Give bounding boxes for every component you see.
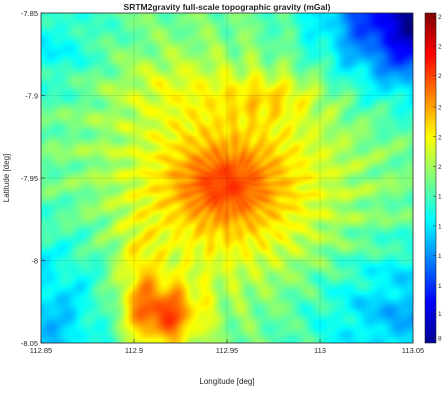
y-tick-label: -7.9 [25, 92, 38, 101]
y-tick-label: -8 [31, 257, 38, 266]
x-tick-label: 113.05 [402, 346, 424, 355]
y-tick-label: -8.05 [21, 339, 38, 348]
colorbar-tick-label: 2 [438, 14, 442, 21]
colorbar-gradient [424, 12, 437, 344]
y-tick-label: -7.85 [21, 9, 38, 18]
y-tick-label: -7.95 [21, 174, 38, 183]
x-axis: 112.85 112.9 112.95 113 113.05 [30, 339, 424, 355]
x-axis-label: Longitude [deg] [199, 377, 254, 386]
colorbar-tick-label: 2 [438, 44, 442, 51]
colorbar-tick-label: 1 [438, 283, 442, 290]
colorbar: 2 2 2 2 2 2 1 1 1 1 1 8 [424, 12, 442, 344]
colorbar-tick-label: 1 [438, 253, 442, 260]
x-tick-label: 112.9 [125, 346, 143, 355]
chart-title: SRTM2gravity full-scale topographic grav… [124, 2, 331, 12]
y-axis: -7.85 -7.9 -7.95 -8 -8.05 [21, 9, 45, 348]
colorbar-tick-label: 2 [438, 164, 442, 171]
colorbar-tick-label: 2 [438, 73, 442, 80]
x-tick-label: 112.95 [216, 346, 238, 355]
colorbar-tick-label: 8 [438, 336, 442, 343]
colorbar-ticks: 2 2 2 2 2 2 1 1 1 1 1 8 [433, 14, 442, 343]
y-axis-label: Latitude [deg] [2, 154, 11, 202]
colorbar-tick-label: 2 [438, 105, 442, 112]
x-tick-label: 113 [314, 346, 326, 355]
colorbar-tick-label: 1 [438, 223, 442, 230]
colorbar-tick-label: 2 [438, 134, 442, 141]
colorbar-tick-label: 1 [438, 311, 442, 318]
colorbar-tick-label: 1 [438, 194, 442, 201]
grid-lines [41, 13, 413, 343]
heatmap-image [41, 13, 413, 343]
x-tick-label: 112.85 [30, 346, 52, 355]
